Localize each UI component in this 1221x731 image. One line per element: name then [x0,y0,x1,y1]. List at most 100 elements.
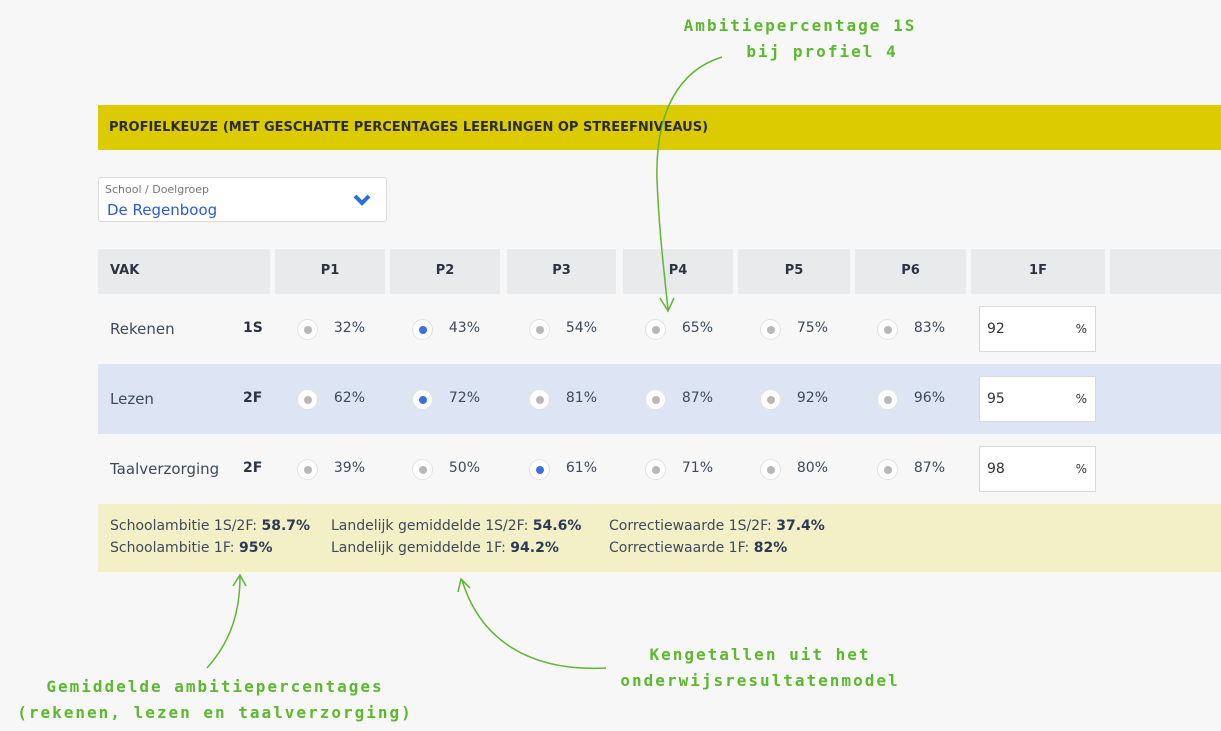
radio-dot [884,466,892,474]
input-field[interactable]: 92% [979,306,1096,352]
input-field[interactable]: 98% [979,446,1096,492]
annotation: Gemiddelde ambitiepercentages [46,677,384,696]
radio[interactable] [645,319,666,340]
radio[interactable] [297,459,318,480]
radio[interactable] [297,319,318,340]
input-value: 95 [987,391,1005,407]
summary-item: Correctiewaarde 1F: 82% [609,540,787,556]
radio-dot [884,326,892,334]
subject: Taalverzorging [110,460,220,478]
percentage: 43% [448,320,480,336]
radio[interactable] [645,389,666,410]
radio-dot [884,396,892,404]
column-header: P3 [552,263,571,278]
percentage: 81% [565,390,597,406]
annotation: Ambitiepercentage 1S [683,16,917,35]
radio[interactable] [412,389,433,410]
summary-label: Schoolambitie 1S/2F: [110,518,258,534]
percentage: 92% [796,390,828,406]
header-title: PROFIELKEUZE (MET GESCHATTE PERCENTAGES … [109,120,709,135]
percentage: 87% [913,460,945,476]
radio[interactable] [877,389,898,410]
summary-value: 58.7% [261,518,311,534]
percentage: 87% [681,390,713,406]
radio-dot [419,396,427,404]
summary-label: Correctiewaarde 1F: [609,540,750,556]
column-header: P6 [901,263,920,278]
dropdown[interactable]: School / Doelgroep De Regenboog [98,177,387,222]
summary-item: Schoolambitie 1S/2F: 58.7% [110,518,310,534]
summary-value: 82% [753,540,788,556]
radio-dot [652,326,660,334]
subject: Lezen [110,390,154,408]
table-row: Lezen 2F 62% 72% 81% 87% 92% 96% 95% [98,364,1221,434]
column-header: VAK [110,263,140,278]
radio[interactable] [760,319,781,340]
header-cell: P3 [507,249,616,294]
input-field[interactable]: 95% [979,376,1096,422]
percentage: 54% [565,320,597,336]
header-cell: P1 [275,249,385,294]
radio[interactable] [529,459,550,480]
radio[interactable] [645,459,666,480]
header-cell: P2 [390,249,500,294]
radio[interactable] [412,319,433,340]
radio[interactable] [760,459,781,480]
level: 2F [243,390,263,406]
summary-item: Correctiewaarde 1S/2F: 37.4% [609,518,825,534]
radio-dot [767,466,775,474]
input-value: 98 [987,461,1005,477]
table-row: Taalverzorging 2F 39% 50% 61% 71% 80% 87% 98% [98,434,1221,504]
input-unit: % [1075,392,1087,406]
summary-item: Landelijk gemiddelde 1S/2F: 54.6% [331,518,581,534]
radio[interactable] [877,459,898,480]
radio-dot [419,466,427,474]
column-header: P2 [435,263,455,278]
radio-dot [536,466,544,474]
radio-dot [767,326,775,334]
header-cell: VAK [98,249,270,294]
column-header: P4 [668,263,688,278]
radio-dot [304,326,312,334]
dropdown-label: School / Doelgroep [105,183,209,196]
header-cell: P4 [623,249,733,294]
percentage: 71% [681,460,713,476]
radio-dot [536,326,544,334]
radio[interactable] [412,459,433,480]
radio[interactable] [529,319,550,340]
radio-dot [304,466,312,474]
subject: Rekenen [110,320,175,338]
header-cell: 1F [971,249,1105,294]
summary-item: Landelijk gemiddelde 1F: 94.2% [331,540,559,556]
radio-dot [652,396,660,404]
summary-label: Landelijk gemiddelde 1F: [331,540,506,556]
percentage: 50% [448,460,480,476]
chevron [353,194,371,206]
radio-dot [304,396,312,404]
summary-value: 54.6% [532,518,582,534]
radio[interactable] [877,319,898,340]
percentage: 96% [913,390,945,406]
annotation: bij profiel 4 [746,42,898,61]
summary: Schoolambitie 1S/2F: 58.7% Schoolambitie … [98,504,1221,572]
percentage: 39% [333,460,365,476]
percentage: 80% [796,460,828,476]
percentage: 65% [681,320,713,336]
summary-item: Schoolambitie 1F: 95% [110,540,272,556]
percentage: 83% [913,320,945,336]
summary-value: 95% [238,540,273,556]
annotation: (rekenen, lezen en taalverzorging) [17,703,413,722]
summary-label: Landelijk gemiddelde 1S/2F: [331,518,529,534]
radio[interactable] [297,389,318,410]
input-unit: % [1075,322,1087,336]
radio[interactable] [529,389,550,410]
radio[interactable] [760,389,781,410]
column-header: P5 [784,263,804,278]
input-value: 92 [987,321,1005,337]
percentage: 61% [565,460,597,476]
summary-label: Schoolambitie 1F: [110,540,235,556]
percentage: 75% [796,320,828,336]
level: 2F [243,460,263,476]
